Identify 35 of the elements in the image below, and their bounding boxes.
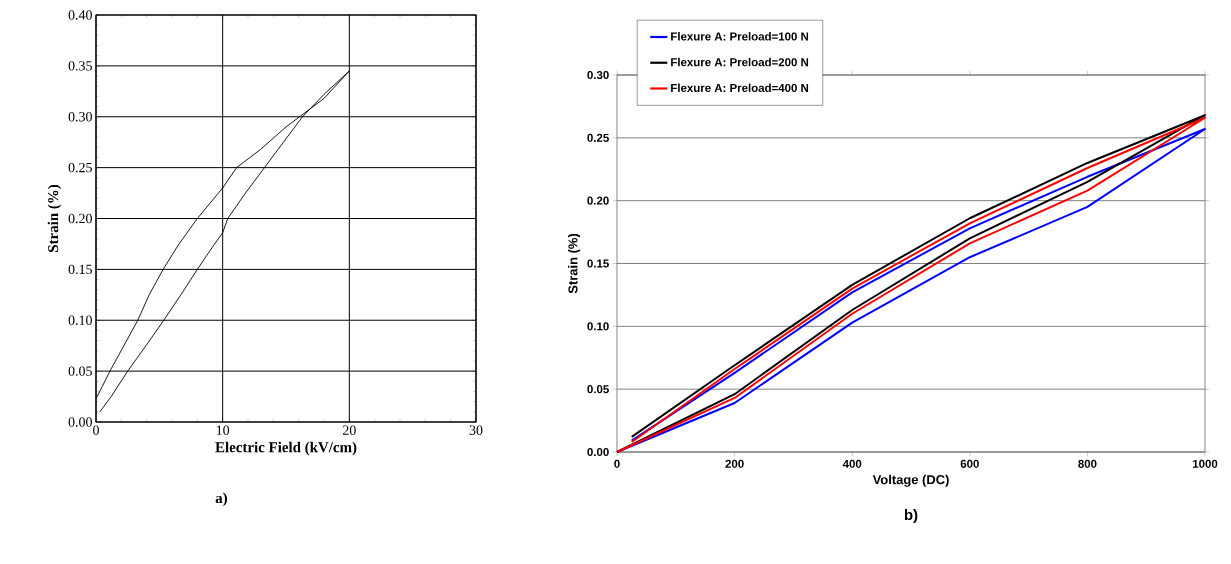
- x-tick-label: 0: [93, 425, 99, 435]
- y-tick-label: 0.10: [587, 322, 609, 331]
- y-tick-label: 0.25: [587, 133, 609, 142]
- y-tick-label: 0.30: [68, 112, 92, 122]
- y-tick-label: 0.20: [68, 213, 92, 224]
- x-tick-label: 600: [960, 459, 979, 468]
- y-tick-label: 0.20: [587, 196, 609, 205]
- y-tick-label: 0.00: [68, 417, 92, 427]
- x-tick-label: 0: [614, 459, 620, 468]
- legend-label: Flexure A: Preload=100 N: [671, 32, 809, 41]
- y-tick-label: 0.25: [68, 162, 92, 173]
- y-axis-title: Strain (%): [568, 233, 581, 294]
- y-tick-label: 0.35: [68, 61, 92, 71]
- x-tick-label: 800: [1078, 459, 1097, 468]
- y-tick-label: 0.15: [587, 259, 609, 268]
- x-tick-label: 200: [725, 459, 744, 468]
- x-tick-label: 20: [342, 425, 356, 435]
- x-tick-label: 10: [216, 425, 230, 435]
- y-tick-label: 0.05: [587, 385, 609, 394]
- x-tick-label: 1000: [1192, 459, 1218, 468]
- y-tick-label: 0.05: [68, 366, 92, 376]
- legend-label: Flexure A: Preload=400 N: [671, 83, 809, 92]
- y-tick-label: 0.40: [68, 10, 92, 20]
- y-tick-label: 0.10: [68, 315, 92, 325]
- x-tick-label: 30: [469, 425, 483, 435]
- y-tick-label: 0.15: [68, 264, 92, 275]
- text: a): [215, 492, 227, 507]
- y-tick-label: 0.30: [587, 70, 609, 80]
- y-tick-label: 0.00: [587, 447, 609, 457]
- x-axis-title: Electric Field (kV/cm): [215, 441, 357, 456]
- legend-label: Flexure A: Preload=200 N: [671, 57, 809, 67]
- y-axis-title: Strain (%): [47, 184, 62, 252]
- x-tick-label: 400: [842, 459, 862, 468]
- x-axis-title: Voltage (DC): [872, 474, 949, 487]
- text: b): [904, 509, 918, 524]
